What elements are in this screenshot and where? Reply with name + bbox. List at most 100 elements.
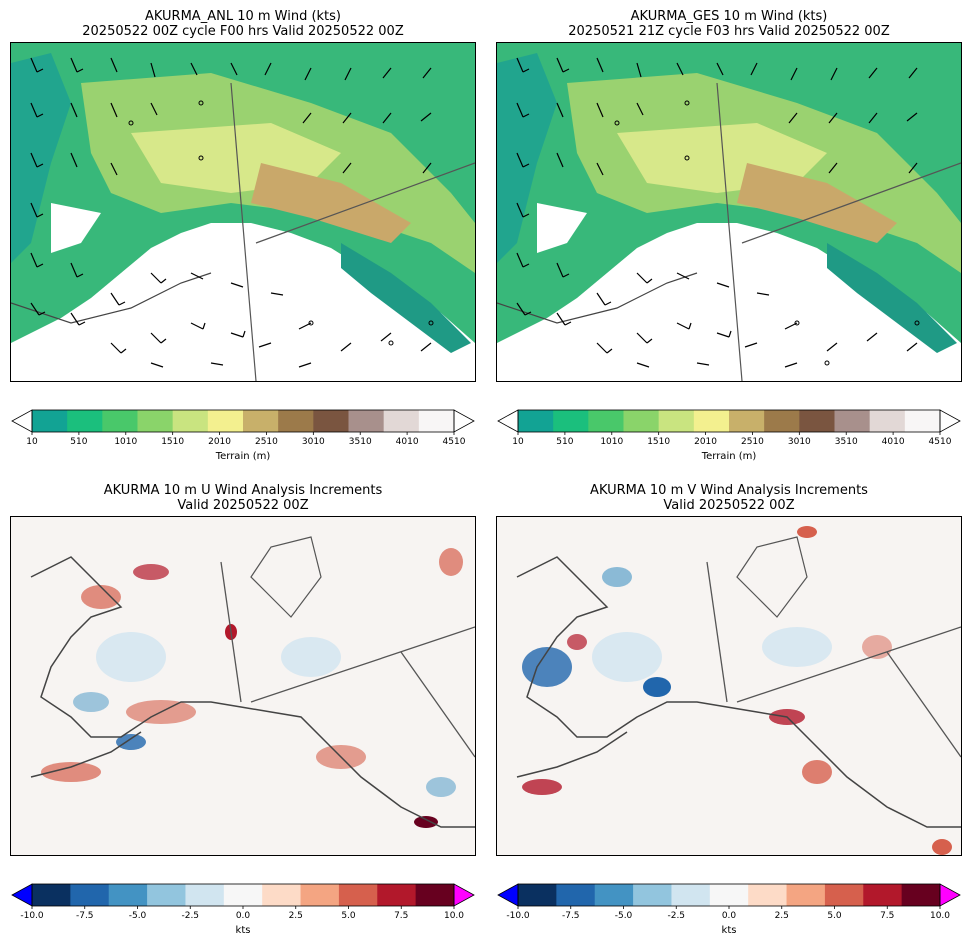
colorbar-tick-label: -7.5: [75, 911, 94, 921]
panel-title-line1: AKURMA_ANL 10 m Wind (kts): [144, 9, 342, 24]
wind-map-anl: [10, 42, 476, 382]
colorbar-tick-label: 7.5: [880, 911, 895, 921]
increment-colorbar-right: -10.0 -7.5 -5.0 -2.5 0.0 2.5 5.0 7.5 10.0 kts: [496, 882, 962, 942]
colorbar-swatch: [147, 884, 186, 906]
increment-colorbar-svg: [497, 883, 961, 909]
colorbar-tick-label: 10: [26, 437, 38, 447]
colorbar-tick-label: -10.0: [20, 911, 44, 921]
colorbar-swatch: [588, 410, 624, 432]
colorbar-swatch: [693, 410, 730, 432]
colorbar-tick-label: 7.5: [394, 911, 409, 921]
colorbar-swatch: [243, 410, 279, 432]
colorbar-tick-label: 4510: [442, 437, 466, 447]
colorbar-swatch: [824, 884, 864, 906]
increment-colorbar-left: -10.0 -7.5 -5.0 -2.5 0.0 2.5 5.0 7.5 10.0 kts: [10, 882, 476, 942]
colorbar-tick-label: 5.0: [827, 911, 842, 921]
colorbar-swatch: [223, 884, 263, 906]
increment-map-svg: [11, 517, 475, 855]
colorbar-tick-label: 2.5: [288, 911, 303, 921]
panel-title-anl: AKURMA_ANL 10 m Wind (kts) 20250522 00Z …: [10, 9, 476, 39]
colorbar-swatch: [172, 410, 209, 432]
colorbar-swatch: [786, 884, 826, 906]
colorbar-swatch: [300, 884, 340, 906]
colorbar-swatch: [553, 410, 589, 432]
colorbar-swatch: [764, 410, 800, 432]
colorbar-tick-label: 1010: [600, 437, 624, 447]
panel-title-line1: AKURMA 10 m U Wind Analysis Increments: [103, 483, 383, 498]
colorbar-swatch: [518, 410, 554, 432]
colorbar-tick-label: 10: [512, 437, 524, 447]
colorbar-tick-label: 3010: [787, 437, 811, 447]
colorbar-tick-label: 3510: [348, 437, 372, 447]
colorbar-tick-label: -2.5: [181, 911, 200, 921]
colorbar-tick-label: 0.0: [235, 911, 251, 921]
colorbar-tick-label: 3010: [301, 437, 325, 447]
colorbar-tick-label: -5.0: [614, 911, 633, 921]
colorbar-swatch: [834, 410, 871, 432]
panel-title-v-increment: AKURMA 10 m V Wind Analysis Increments V…: [496, 483, 962, 513]
colorbar-swatch: [185, 884, 225, 906]
colorbar-swatch: [658, 410, 695, 432]
increment-map-svg: [497, 517, 961, 855]
terrain-colorbar-svg: [497, 409, 961, 435]
colorbar-tick-label: -7.5: [561, 911, 580, 921]
colorbar-swatch: [207, 410, 244, 432]
colorbar-swatch: [313, 410, 349, 432]
colorbar-tick-label: 1510: [161, 437, 185, 447]
panel-title-u-increment: AKURMA 10 m U Wind Analysis Increments V…: [10, 483, 476, 513]
colorbar-swatch: [709, 884, 749, 906]
colorbar-tick-label: 2.5: [774, 911, 789, 921]
colorbar-swatch: [418, 410, 455, 432]
colorbar-tick-label: 10.0: [929, 911, 951, 921]
increment-colorbar-svg: [11, 883, 475, 909]
terrain-colorbar-label: Terrain (m): [215, 451, 271, 462]
colorbar-tick-label: 4010: [881, 437, 905, 447]
panel-title-line2: 20250521 21Z cycle F03 hrs Valid 2025052…: [568, 24, 890, 39]
terrain-map-svg: [11, 43, 475, 381]
increment-colorbar-label: kts: [235, 925, 251, 936]
colorbar-tick-label: -10.0: [506, 911, 530, 921]
panel-title-line2: 20250522 00Z cycle F00 hrs Valid 2025052…: [82, 24, 404, 39]
terrain-map-svg: [497, 43, 961, 381]
colorbar-over-arrow: [939, 409, 961, 433]
colorbar-under-arrow: [11, 409, 33, 433]
colorbar-swatch: [633, 884, 672, 906]
colorbar-swatch: [102, 410, 138, 432]
colorbar-under-arrow: [497, 409, 519, 433]
increment-colorbar-label: kts: [721, 925, 737, 936]
colorbar-swatch: [623, 410, 660, 432]
panel-title-ges: AKURMA_GES 10 m Wind (kts) 20250521 21Z …: [496, 9, 962, 39]
colorbar-swatch: [415, 884, 455, 906]
colorbar-tick-label: 510: [556, 437, 574, 447]
colorbar-tick-label: 510: [70, 437, 88, 447]
u-increment-map: [10, 516, 476, 856]
colorbar-tick-label: 4510: [928, 437, 952, 447]
colorbar-swatch: [338, 884, 378, 906]
colorbar-swatch: [262, 884, 302, 906]
colorbar-swatch: [556, 884, 596, 906]
colorbar-swatch: [594, 884, 634, 906]
colorbar-swatch: [518, 884, 557, 906]
colorbar-tick-label: -5.0: [128, 911, 147, 921]
colorbar-tick-label: 2510: [740, 437, 764, 447]
colorbar-tick-label: 2510: [254, 437, 278, 447]
colorbar-swatch: [869, 410, 906, 432]
colorbar-tick-label: 3510: [834, 437, 858, 447]
colorbar-over-arrow: [453, 883, 475, 907]
colorbar-tick-label: 1010: [114, 437, 138, 447]
panel-title-line2: Valid 20250522 00Z: [663, 498, 795, 513]
colorbar-over-arrow: [453, 409, 475, 433]
colorbar-swatch: [901, 884, 941, 906]
panel-title-line2: Valid 20250522 00Z: [177, 498, 309, 513]
colorbar-swatch: [278, 410, 314, 432]
colorbar-swatch: [108, 884, 148, 906]
colorbar-under-arrow: [11, 883, 33, 907]
colorbar-swatch: [137, 410, 174, 432]
colorbar-swatch: [671, 884, 711, 906]
colorbar-tick-label: 4010: [395, 437, 419, 447]
panel-title-line1: AKURMA_GES 10 m Wind (kts): [630, 9, 828, 24]
colorbar-under-arrow: [497, 883, 519, 907]
colorbar-swatch: [383, 410, 420, 432]
